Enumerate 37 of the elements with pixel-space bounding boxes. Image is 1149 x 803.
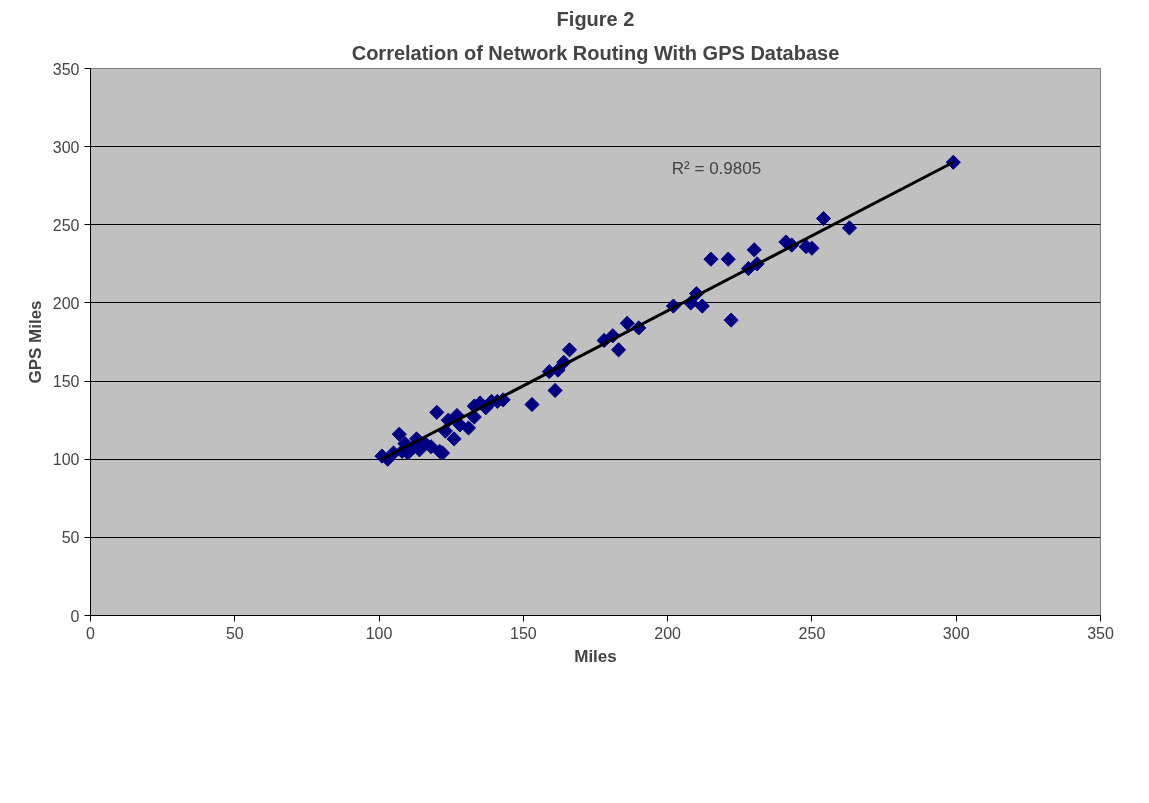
chart-subtitle: Correlation of Network Routing With GPS Database	[351, 41, 840, 64]
x-axis-title: Miles	[574, 646, 617, 666]
point	[694, 298, 710, 314]
x-tick-label: 250	[798, 624, 826, 642]
point	[524, 396, 540, 413]
point	[547, 382, 563, 399]
point	[460, 420, 477, 436]
y-tick-label: 200	[52, 294, 80, 312]
y-tick-label: 150	[52, 373, 80, 391]
y-axis-title: GPS Miles	[25, 300, 45, 384]
point	[446, 431, 462, 447]
point	[429, 404, 445, 420]
y-tick-label: 100	[52, 451, 80, 469]
x-tick-label: 50	[225, 624, 244, 642]
point	[815, 210, 832, 227]
x-tick-label: 150	[510, 624, 537, 642]
y-tick-label: 300	[52, 138, 80, 156]
point	[391, 426, 407, 442]
point	[611, 342, 627, 358]
annotation: R² = 0.9805	[671, 159, 762, 178]
point	[703, 251, 719, 267]
x-tick-label: 200	[654, 624, 682, 642]
y-tick-label: 50	[61, 529, 80, 547]
x-tick-label: 0	[86, 624, 96, 642]
y-tick-label: 350	[52, 60, 80, 78]
y-tick-label: 0	[70, 607, 80, 625]
x-tick-label: 300	[942, 624, 970, 642]
point	[723, 312, 739, 328]
x-tick-label: 100	[365, 624, 393, 642]
point	[561, 342, 578, 358]
point	[720, 251, 736, 267]
point	[841, 220, 858, 236]
point	[619, 315, 635, 331]
x-tick-label: 350	[1087, 624, 1114, 642]
point	[746, 242, 762, 258]
chart-title: Figure 2	[556, 7, 635, 30]
y-tick-label: 250	[52, 216, 80, 234]
